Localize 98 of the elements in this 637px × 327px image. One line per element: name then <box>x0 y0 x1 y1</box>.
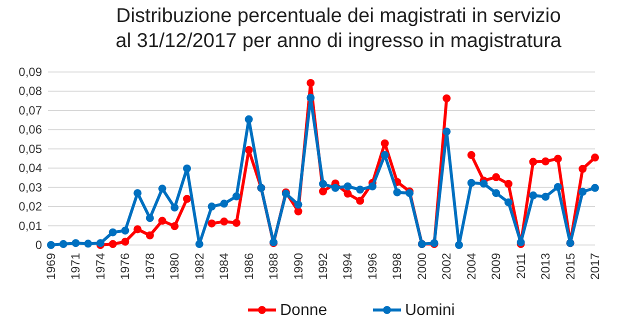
point <box>158 184 166 193</box>
point <box>134 225 142 234</box>
point <box>220 218 228 226</box>
point <box>108 240 117 248</box>
point <box>170 204 179 212</box>
y-tick-label: 0,07 <box>18 103 42 118</box>
point <box>393 188 402 196</box>
point <box>319 187 327 196</box>
point <box>294 207 302 216</box>
x-tick-label: 2013 <box>538 252 553 280</box>
legend-label: Donne <box>280 302 328 319</box>
point <box>442 128 451 136</box>
point <box>344 190 352 198</box>
point <box>554 154 562 163</box>
point <box>578 188 587 196</box>
y-tick-label: 0,01 <box>18 218 42 233</box>
point <box>380 151 389 160</box>
x-tick-label: 1974 <box>93 252 108 280</box>
point <box>344 182 352 190</box>
point <box>492 173 500 182</box>
x-tick-label: 2000 <box>414 252 429 280</box>
point <box>208 219 216 228</box>
point <box>121 238 130 246</box>
point <box>542 157 550 166</box>
x-tick-label: 2017 <box>588 252 602 280</box>
x-tick-label: 2015 <box>563 252 578 280</box>
point <box>529 191 538 200</box>
point <box>146 231 154 240</box>
y-tick-label: 0 <box>35 238 42 252</box>
x-tick-label: 1990 <box>291 252 306 280</box>
point <box>47 241 55 249</box>
point <box>504 180 512 188</box>
point <box>306 78 315 87</box>
point <box>356 196 364 205</box>
point <box>319 180 327 188</box>
x-tick-label: 2004 <box>464 252 478 280</box>
point <box>554 182 562 191</box>
point <box>467 151 476 160</box>
point <box>442 94 451 102</box>
y-tick-label: 0,06 <box>18 122 42 137</box>
x-tick-label: 1976 <box>118 252 132 280</box>
point <box>183 164 191 172</box>
x-tick-label: 1969 <box>44 252 58 280</box>
point <box>59 240 68 248</box>
point <box>368 182 376 190</box>
point <box>170 222 179 230</box>
point <box>146 214 154 222</box>
y-tick-label: 0,04 <box>18 161 42 176</box>
x-tick-label: 2009 <box>489 252 504 280</box>
x-tick-label: 1984 <box>217 252 232 280</box>
point <box>578 164 587 173</box>
y-tick-label: 0,03 <box>18 180 42 194</box>
point <box>306 94 315 102</box>
point <box>504 198 512 206</box>
x-tick-label: 1992 <box>316 252 330 280</box>
x-tick-label: 1988 <box>266 252 281 280</box>
point <box>232 218 240 227</box>
x-tick-label: 2002 <box>440 252 454 280</box>
point <box>158 216 166 225</box>
point <box>455 241 463 249</box>
point <box>72 239 80 248</box>
y-tick-label: 0,08 <box>18 84 42 98</box>
x-tick-label: 1986 <box>242 252 256 280</box>
point <box>380 139 389 148</box>
point <box>529 158 538 166</box>
point <box>232 192 240 200</box>
point <box>480 180 488 188</box>
point <box>244 115 253 124</box>
chart-title: Distribuzione percentuale dei magistrati in servizio al 31/12/2017 per anno di ingresso in magistratura <box>116 5 562 52</box>
point <box>356 186 364 194</box>
point <box>121 226 130 235</box>
point <box>542 192 550 201</box>
point <box>492 189 500 198</box>
point <box>244 146 253 154</box>
x-tick-label: 1978 <box>142 252 157 280</box>
point <box>108 228 117 236</box>
y-tick-label: 0,05 <box>18 142 42 156</box>
point <box>591 154 599 162</box>
point <box>591 184 599 192</box>
point <box>134 189 142 198</box>
point <box>331 184 340 192</box>
x-tick-label: 1996 <box>365 252 380 280</box>
point <box>195 240 204 248</box>
point <box>294 200 302 209</box>
x-tick-label: 1971 <box>68 252 83 280</box>
point <box>84 240 92 248</box>
point <box>183 194 191 203</box>
x-tick-label: 1980 <box>168 252 182 280</box>
x-tick-label: 2011 <box>514 252 528 279</box>
y-tick-label: 0,09 <box>18 65 42 79</box>
x-tick-label: 1982 <box>192 252 206 280</box>
point <box>467 178 476 187</box>
x-tick-label: 1994 <box>340 252 355 280</box>
point <box>220 200 228 208</box>
x-tick-label: 1998 <box>390 252 404 280</box>
legend-label: Uomini <box>405 302 455 319</box>
point <box>208 202 216 211</box>
y-tick-label: 0,02 <box>18 200 42 214</box>
